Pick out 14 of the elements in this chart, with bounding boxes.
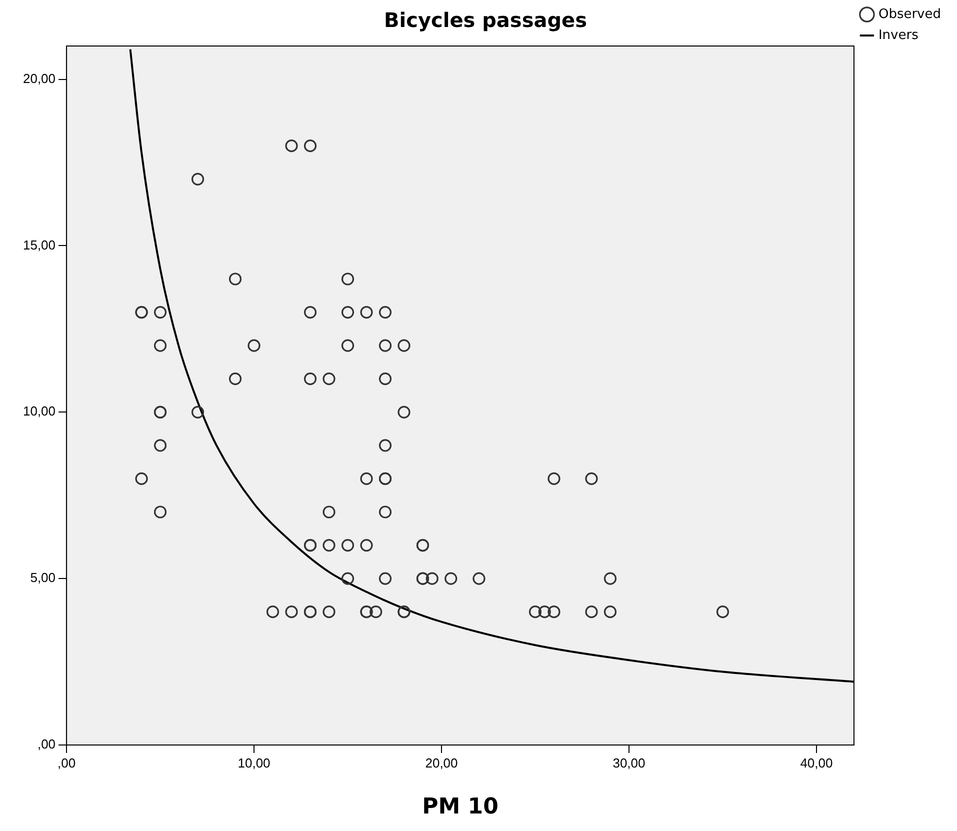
x-tick-label: 40,00 [800, 755, 833, 770]
x-tick-label: 10,00 [238, 755, 270, 770]
x-tick-label: ,00 [57, 755, 76, 770]
y-tick-label: 10,00 [22, 404, 56, 419]
legend-label: Observed [878, 6, 942, 22]
x-tick-label: 20,00 [425, 755, 458, 770]
y-tick-label: 20,00 [22, 70, 56, 86]
y-tick-label: 5,00 [30, 570, 56, 586]
x-tick-label: 30,00 [612, 755, 646, 770]
chart-title: Bicycles passages [384, 8, 588, 32]
y-tick-label: 15,00 [22, 237, 56, 252]
legend-label: Invers [878, 28, 919, 43]
x-axis-title: PM 10 [422, 794, 498, 820]
y-tick-label: ,00 [37, 736, 56, 752]
